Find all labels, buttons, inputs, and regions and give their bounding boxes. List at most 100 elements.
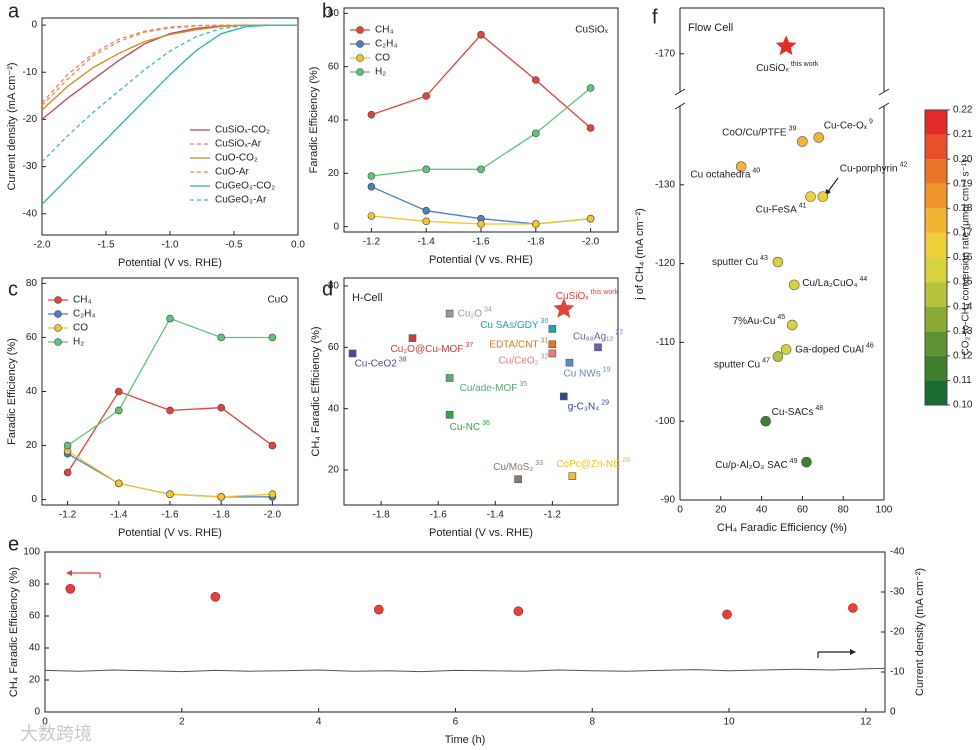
point-ref: this work bbox=[791, 61, 819, 68]
square-marker bbox=[408, 334, 417, 342]
point-name: Ga-doped CuAl bbox=[795, 344, 864, 355]
y-tick-label: 80 bbox=[328, 8, 340, 19]
data-point bbox=[477, 30, 485, 39]
panel-letter: e bbox=[8, 533, 19, 555]
y-tick-label: -40 bbox=[890, 547, 905, 558]
annotation-arrows bbox=[66, 177, 856, 658]
panel-letter: a bbox=[8, 0, 20, 22]
point-ref: 45 bbox=[777, 314, 785, 321]
y-tick-label: 20 bbox=[328, 168, 340, 179]
axis-break bbox=[878, 102, 890, 110]
pointer-arrow bbox=[826, 177, 839, 194]
data-point bbox=[367, 110, 376, 119]
data-point bbox=[115, 387, 123, 396]
data-point bbox=[268, 333, 277, 342]
point-label: sputter Cu 47 bbox=[714, 357, 770, 370]
point-label: Cu₂O 34 bbox=[458, 306, 492, 319]
point-label: CuSiOₓ this work bbox=[556, 289, 619, 302]
point-label: 7%Au-Cu 45 bbox=[733, 314, 786, 327]
x-axis-label: Potential (V vs. RHE) bbox=[118, 257, 222, 269]
colorbar-tick-label: 0.16 bbox=[953, 252, 973, 263]
y-tick-label: 60 bbox=[328, 342, 340, 353]
y-tick-label: -30 bbox=[23, 161, 38, 172]
point-name: Cu-porphyrin bbox=[840, 163, 898, 174]
axis-break bbox=[878, 88, 890, 96]
point-label: Cu/La₂CuO₄ 44 bbox=[802, 276, 867, 289]
point-ref: 34 bbox=[484, 306, 492, 313]
plot-frame bbox=[343, 277, 619, 506]
series-line bbox=[371, 87, 592, 177]
colorbar-band bbox=[925, 134, 947, 160]
square-marker bbox=[565, 358, 574, 367]
point-ref: 42 bbox=[900, 161, 908, 168]
point-ref: 41 bbox=[799, 202, 807, 209]
x-tick-label: 4 bbox=[316, 717, 322, 728]
x-tick-label: -0.5 bbox=[225, 240, 243, 251]
point-marker bbox=[786, 319, 798, 331]
colorbar-label: CO₂-to-CH₄ conversion rate (μmol cm⁻² s⁻… bbox=[961, 160, 972, 356]
point-label: Ga-doped CuAl 46 bbox=[795, 342, 874, 355]
x-tick-label: 100 bbox=[876, 505, 893, 516]
x-tick-label: 0 bbox=[42, 717, 48, 728]
x-tick-label: 80 bbox=[838, 505, 850, 516]
colorbar-tick-label: 0.20 bbox=[953, 154, 973, 165]
legend-label: CuGeO₃-Ar bbox=[215, 195, 267, 206]
point-ref: 31 bbox=[541, 337, 549, 344]
point-name: sputter Cu bbox=[714, 359, 760, 370]
y-tick-label: 0 bbox=[31, 494, 37, 505]
point-name: Cu₂O@Cu-MOF bbox=[391, 344, 464, 355]
point-name: CuSiOₓ bbox=[556, 291, 589, 302]
data-point bbox=[513, 606, 524, 617]
data-point bbox=[848, 603, 858, 613]
point-label: Cu/MoS₂ 33 bbox=[493, 460, 543, 473]
plot-frame bbox=[44, 551, 886, 713]
star-marker bbox=[775, 35, 797, 56]
x-tick-label: -2.0 bbox=[582, 237, 600, 248]
x-tick-label: 0 bbox=[677, 505, 683, 516]
point-name: CoPc@Zn-NC bbox=[556, 459, 620, 470]
point-label: Cu/p-Al₂O₃ SAC 49 bbox=[715, 458, 797, 471]
point-ref: 30 bbox=[541, 318, 549, 325]
x-tick-label: -1.8 bbox=[213, 510, 231, 521]
square-marker bbox=[548, 340, 557, 349]
point-ref: 48 bbox=[815, 405, 823, 412]
y-tick-label: 20 bbox=[29, 675, 41, 686]
legend-marker bbox=[54, 338, 62, 346]
point-name: sputter Cu bbox=[712, 257, 758, 268]
x-tick-label: 12 bbox=[860, 717, 872, 728]
series-line bbox=[41, 24, 298, 163]
square-marker bbox=[559, 392, 568, 401]
point-ref: 49 bbox=[790, 458, 798, 465]
y-tick-label: 0 bbox=[333, 221, 339, 232]
legend-marker bbox=[356, 54, 364, 62]
series-line bbox=[41, 24, 298, 104]
y-tick-label: -40 bbox=[23, 208, 38, 219]
x-tick-label: 40 bbox=[756, 505, 768, 516]
panel-letter: c bbox=[8, 278, 18, 300]
y-tick-label: -100 bbox=[655, 416, 675, 427]
point-label: Cu SAs/GDY 30 bbox=[480, 318, 548, 331]
point-ref: 33 bbox=[535, 460, 543, 467]
square-marker bbox=[594, 343, 602, 352]
data-point bbox=[531, 76, 540, 84]
point-marker bbox=[801, 456, 812, 468]
point-name: CoO/Cu/PTFE bbox=[722, 127, 787, 138]
point-label: Cu-SACs 48 bbox=[772, 405, 824, 418]
y-tick-label: -110 bbox=[656, 337, 676, 348]
y-axis-label: j of CH₄ (mA cm⁻²) bbox=[634, 208, 646, 301]
point-ref: 47 bbox=[762, 357, 770, 364]
panel-letter: d bbox=[322, 278, 333, 300]
legend-marker bbox=[54, 310, 62, 318]
legend-label: CuO-Ar bbox=[215, 167, 250, 178]
y-tick-label: -10 bbox=[23, 67, 38, 78]
point-name: Cu₂O bbox=[458, 308, 483, 319]
x-tick-label: -1.8 bbox=[372, 510, 390, 521]
y-tick-label: 40 bbox=[328, 403, 340, 414]
data-point bbox=[531, 220, 540, 228]
x-tick-label: -1.6 bbox=[472, 237, 490, 248]
point-ref: 35 bbox=[519, 381, 527, 388]
colorbar-tick-label: 0.12 bbox=[953, 350, 973, 361]
data-point bbox=[217, 333, 225, 342]
y-tick-label: 0 bbox=[34, 707, 40, 718]
legend-label: H₂ bbox=[375, 67, 386, 78]
